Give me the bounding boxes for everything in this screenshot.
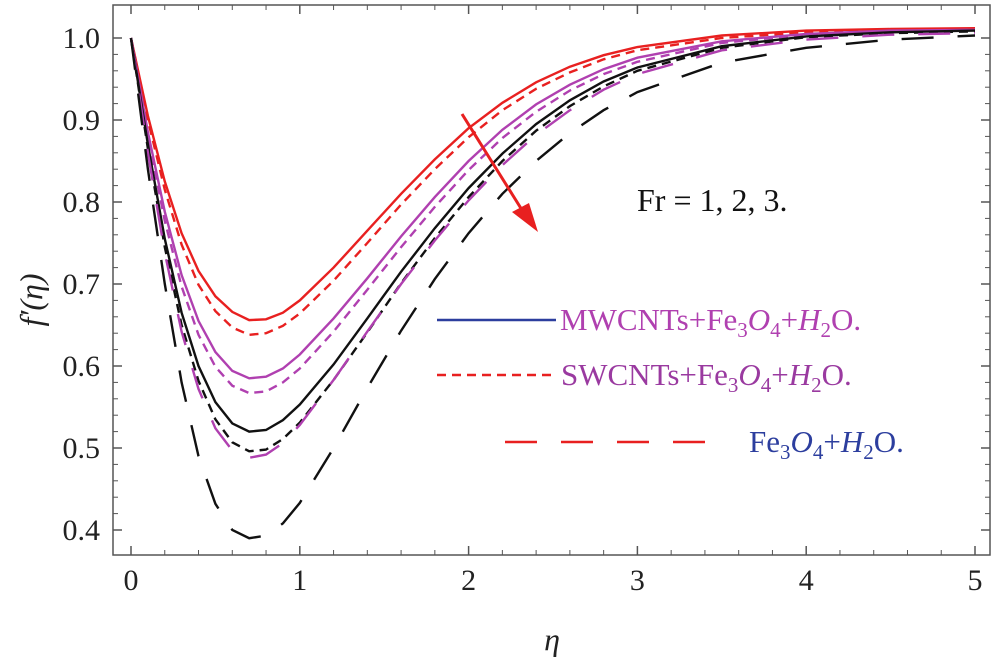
series-line-7 bbox=[129, 31, 976, 460]
legend-label-part: H bbox=[797, 302, 822, 337]
legend-label-part: O. bbox=[822, 357, 852, 392]
legend-label-part: O bbox=[748, 302, 770, 337]
legend-label-part: + bbox=[781, 302, 798, 337]
series-line-8 bbox=[129, 34, 976, 540]
legend-label-part: 4 bbox=[813, 440, 824, 464]
y-tick-label: 1.0 bbox=[63, 22, 101, 55]
x-tick-label: 1 bbox=[292, 564, 307, 597]
legend-label-part: 4 bbox=[770, 318, 781, 342]
x-tick-label: 0 bbox=[124, 564, 139, 597]
series-line-1 bbox=[129, 27, 976, 322]
y-tick-label: 0.7 bbox=[63, 268, 101, 301]
y-tick-label: 0.6 bbox=[63, 350, 101, 383]
y-tick-label: 0.5 bbox=[63, 432, 101, 465]
legend-label-part: 2 bbox=[811, 373, 822, 397]
x-tick-label: 3 bbox=[630, 564, 645, 597]
trend-arrow-head bbox=[512, 203, 538, 232]
legend-label-1: MWCNTs+Fe3O4+H2O. bbox=[560, 302, 861, 342]
legend-label-part: O bbox=[791, 424, 813, 459]
legend-label-part: Fe bbox=[749, 424, 780, 459]
series-line-2 bbox=[129, 27, 976, 337]
legend-label-part: 3 bbox=[728, 373, 739, 397]
legend-label-part: 4 bbox=[761, 373, 772, 397]
trend-arrow-line bbox=[460, 113, 524, 211]
legend-label-part: 3 bbox=[737, 318, 748, 342]
x-tick-label: 5 bbox=[968, 564, 983, 597]
legend-label-part: MWCNTs+Fe bbox=[560, 302, 737, 337]
legend-label-part: O bbox=[738, 357, 760, 392]
legend-label-part: H bbox=[788, 357, 813, 392]
legend: MWCNTs+Fe3O4+H2O.SWCNTs+Fe3O4+H2O.Fe3O4+… bbox=[437, 302, 904, 464]
series-line-3 bbox=[129, 28, 976, 380]
legend-label-part: + bbox=[771, 357, 788, 392]
plot-curves bbox=[129, 27, 976, 540]
legend-label-part: SWCNTs+Fe bbox=[561, 357, 728, 392]
legend-label-part: 2 bbox=[863, 440, 874, 464]
legend-label-3: Fe3O4+H2O. bbox=[749, 424, 904, 464]
legend-label-part: 2 bbox=[820, 318, 831, 342]
x-axis-title: η bbox=[544, 621, 560, 657]
series-line-5 bbox=[129, 29, 976, 433]
y-axis-title: f′(η) bbox=[13, 273, 49, 326]
axis-ticks: 0 1 2 3 4 50.40.50.60.70.80.91.0 bbox=[63, 5, 990, 597]
legend-label-part: O. bbox=[874, 424, 904, 459]
x-tick-label: 2 bbox=[461, 564, 476, 597]
y-tick-label: 0.4 bbox=[63, 514, 101, 547]
trend-arrow bbox=[460, 113, 538, 232]
y-tick-label: 0.8 bbox=[63, 186, 101, 219]
legend-label-part: 3 bbox=[780, 440, 791, 464]
annotation-label: Fr = 1, 2, 3. bbox=[637, 182, 788, 218]
series-line-4 bbox=[129, 28, 976, 395]
legend-label-part: H bbox=[840, 424, 865, 459]
plot-frame bbox=[112, 4, 991, 556]
legend-label-2: SWCNTs+Fe3O4+H2O. bbox=[561, 357, 852, 397]
series-line-6 bbox=[129, 30, 976, 453]
y-tick-label: 0.9 bbox=[63, 104, 101, 137]
legend-label-part: O. bbox=[831, 302, 861, 337]
legend-label-part: + bbox=[823, 424, 840, 459]
x-tick-label: 4 bbox=[799, 564, 814, 597]
